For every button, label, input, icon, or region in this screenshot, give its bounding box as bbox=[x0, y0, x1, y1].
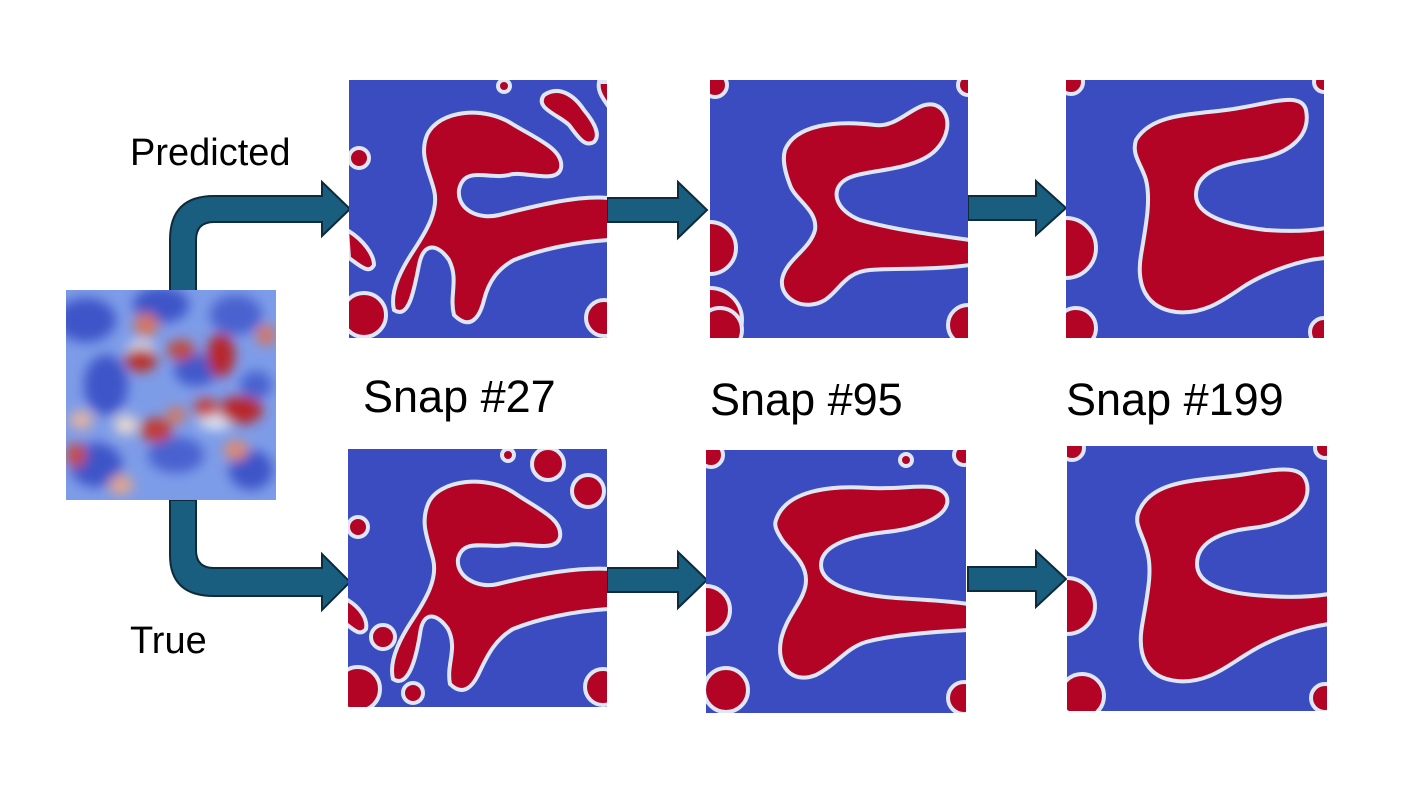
snap-95-label: Snap #95 bbox=[710, 374, 903, 425]
snap-199-label: Snap #199 bbox=[1066, 374, 1284, 425]
predicted-snap-27-image bbox=[349, 80, 607, 338]
snap-27-label: Snap #27 bbox=[363, 371, 556, 422]
true-snap-27-image bbox=[348, 449, 607, 707]
predicted-snap-95-image bbox=[710, 80, 968, 338]
arrow-true-95-to-199 bbox=[967, 548, 1068, 610]
predicted-snap-199-image bbox=[1066, 80, 1324, 338]
true-snap-95-image bbox=[706, 450, 966, 713]
arrow-true-27-to-95 bbox=[606, 549, 709, 611]
initial-field-image bbox=[66, 290, 276, 500]
arrow-predicted-95-to-199 bbox=[967, 178, 1068, 238]
elbow-arrow-true bbox=[169, 499, 352, 613]
arrow-predicted-27-to-95 bbox=[606, 179, 709, 241]
elbow-arrow-predicted bbox=[169, 179, 352, 293]
true-snap-199-image bbox=[1067, 446, 1327, 711]
predicted-row-label: Predicted bbox=[130, 132, 291, 174]
true-row-label: True bbox=[130, 620, 207, 662]
